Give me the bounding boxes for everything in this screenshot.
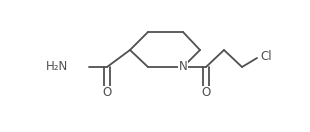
- Text: Cl: Cl: [260, 50, 272, 62]
- Text: O: O: [102, 86, 112, 100]
- Text: H₂N: H₂N: [46, 60, 68, 74]
- Text: N: N: [179, 60, 187, 74]
- Text: O: O: [202, 86, 210, 100]
